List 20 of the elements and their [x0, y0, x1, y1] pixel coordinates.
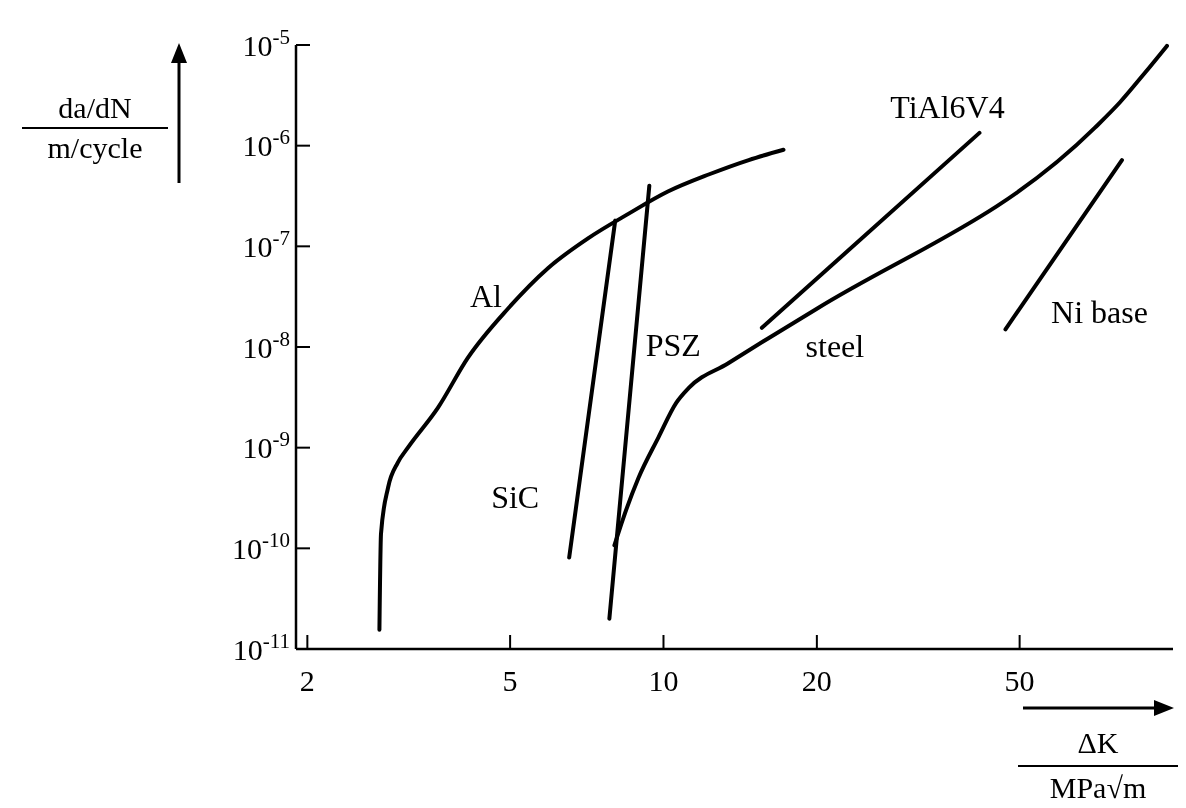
y-tick-label: 10$^{-6}$	[242, 125, 290, 163]
y-tick-label: 10$^{-9}$	[242, 427, 290, 465]
series-label: TiAl6V4	[890, 88, 1005, 125]
x-tick-label: 10	[648, 664, 679, 697]
series-label: Ni base	[1051, 294, 1148, 331]
series-label: Al	[469, 277, 502, 314]
x-tick-label: 50	[1004, 664, 1035, 697]
series-label: steel	[805, 327, 865, 364]
y-axis-title: da/dN m/cycle	[47, 91, 143, 164]
x-axis-title: ΔK MPa√m	[1049, 726, 1147, 804]
y-tick-label: 10$^{-7}$	[242, 225, 290, 263]
y-tick-label: 10$^{-8}$	[242, 326, 290, 364]
series-label: PSZ	[645, 326, 701, 363]
y-tick-label: 10$^{-11}$	[232, 628, 290, 666]
x-tick-label: 5	[502, 664, 518, 697]
x-tick-label: 2	[299, 664, 315, 697]
y-tick-label: 10$^{-10}$	[232, 527, 290, 565]
x-tick-label: 20	[801, 664, 832, 697]
y-tick-label: 10$^{-5}$	[242, 24, 290, 62]
series-label: SiC	[491, 478, 540, 515]
